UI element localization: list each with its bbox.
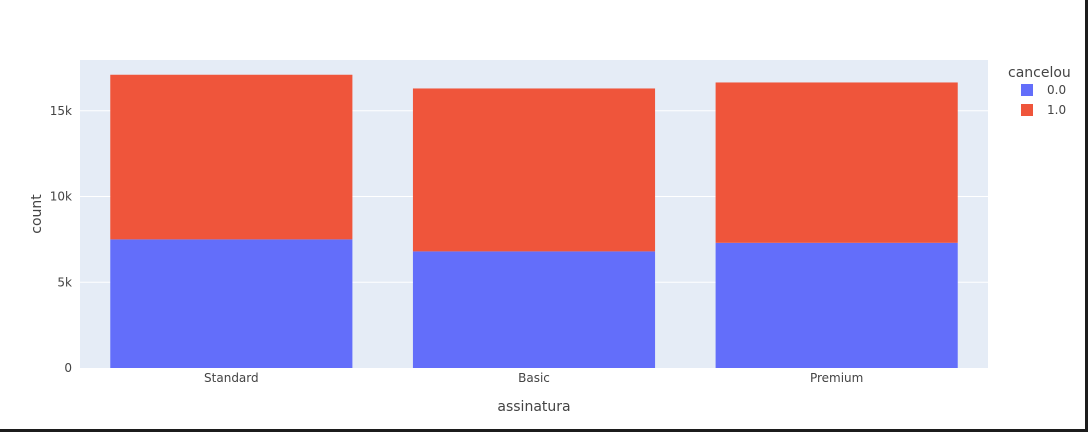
x-axis-title: assinatura xyxy=(497,399,570,415)
x-tick-label: Premium xyxy=(810,371,863,385)
y-tick-label: 0 xyxy=(64,361,72,375)
y-axis-title: count xyxy=(29,194,45,234)
bar-standard-0-0[interactable] xyxy=(110,239,353,368)
x-axis-ticks: Standard Basic Premium xyxy=(204,371,863,385)
y-tick-label: 10k xyxy=(50,190,72,204)
bars xyxy=(110,74,958,368)
legend-label[interactable]: 0.0 xyxy=(1047,83,1066,97)
x-tick-label: Basic xyxy=(518,371,550,385)
bar-basic-0-0[interactable] xyxy=(412,251,656,368)
y-tick-label: 5k xyxy=(57,275,72,289)
legend-swatch[interactable] xyxy=(1021,104,1033,116)
bar-basic-1-0[interactable] xyxy=(412,88,656,252)
bar-premium-1-0[interactable] xyxy=(715,82,958,243)
x-tick-label: Standard xyxy=(204,371,259,385)
bar-premium-0-0[interactable] xyxy=(715,242,958,368)
y-tick-label: 15k xyxy=(50,104,72,118)
legend-swatch[interactable] xyxy=(1021,84,1033,96)
y-axis-ticks: 0 5k 10k 15k xyxy=(50,104,72,375)
legend-label[interactable]: 1.0 xyxy=(1047,103,1066,117)
legend[interactable]: cancelou 0.0 1.0 xyxy=(1008,65,1071,117)
legend-title: cancelou xyxy=(1008,65,1071,81)
bar-standard-1-0[interactable] xyxy=(110,74,353,240)
